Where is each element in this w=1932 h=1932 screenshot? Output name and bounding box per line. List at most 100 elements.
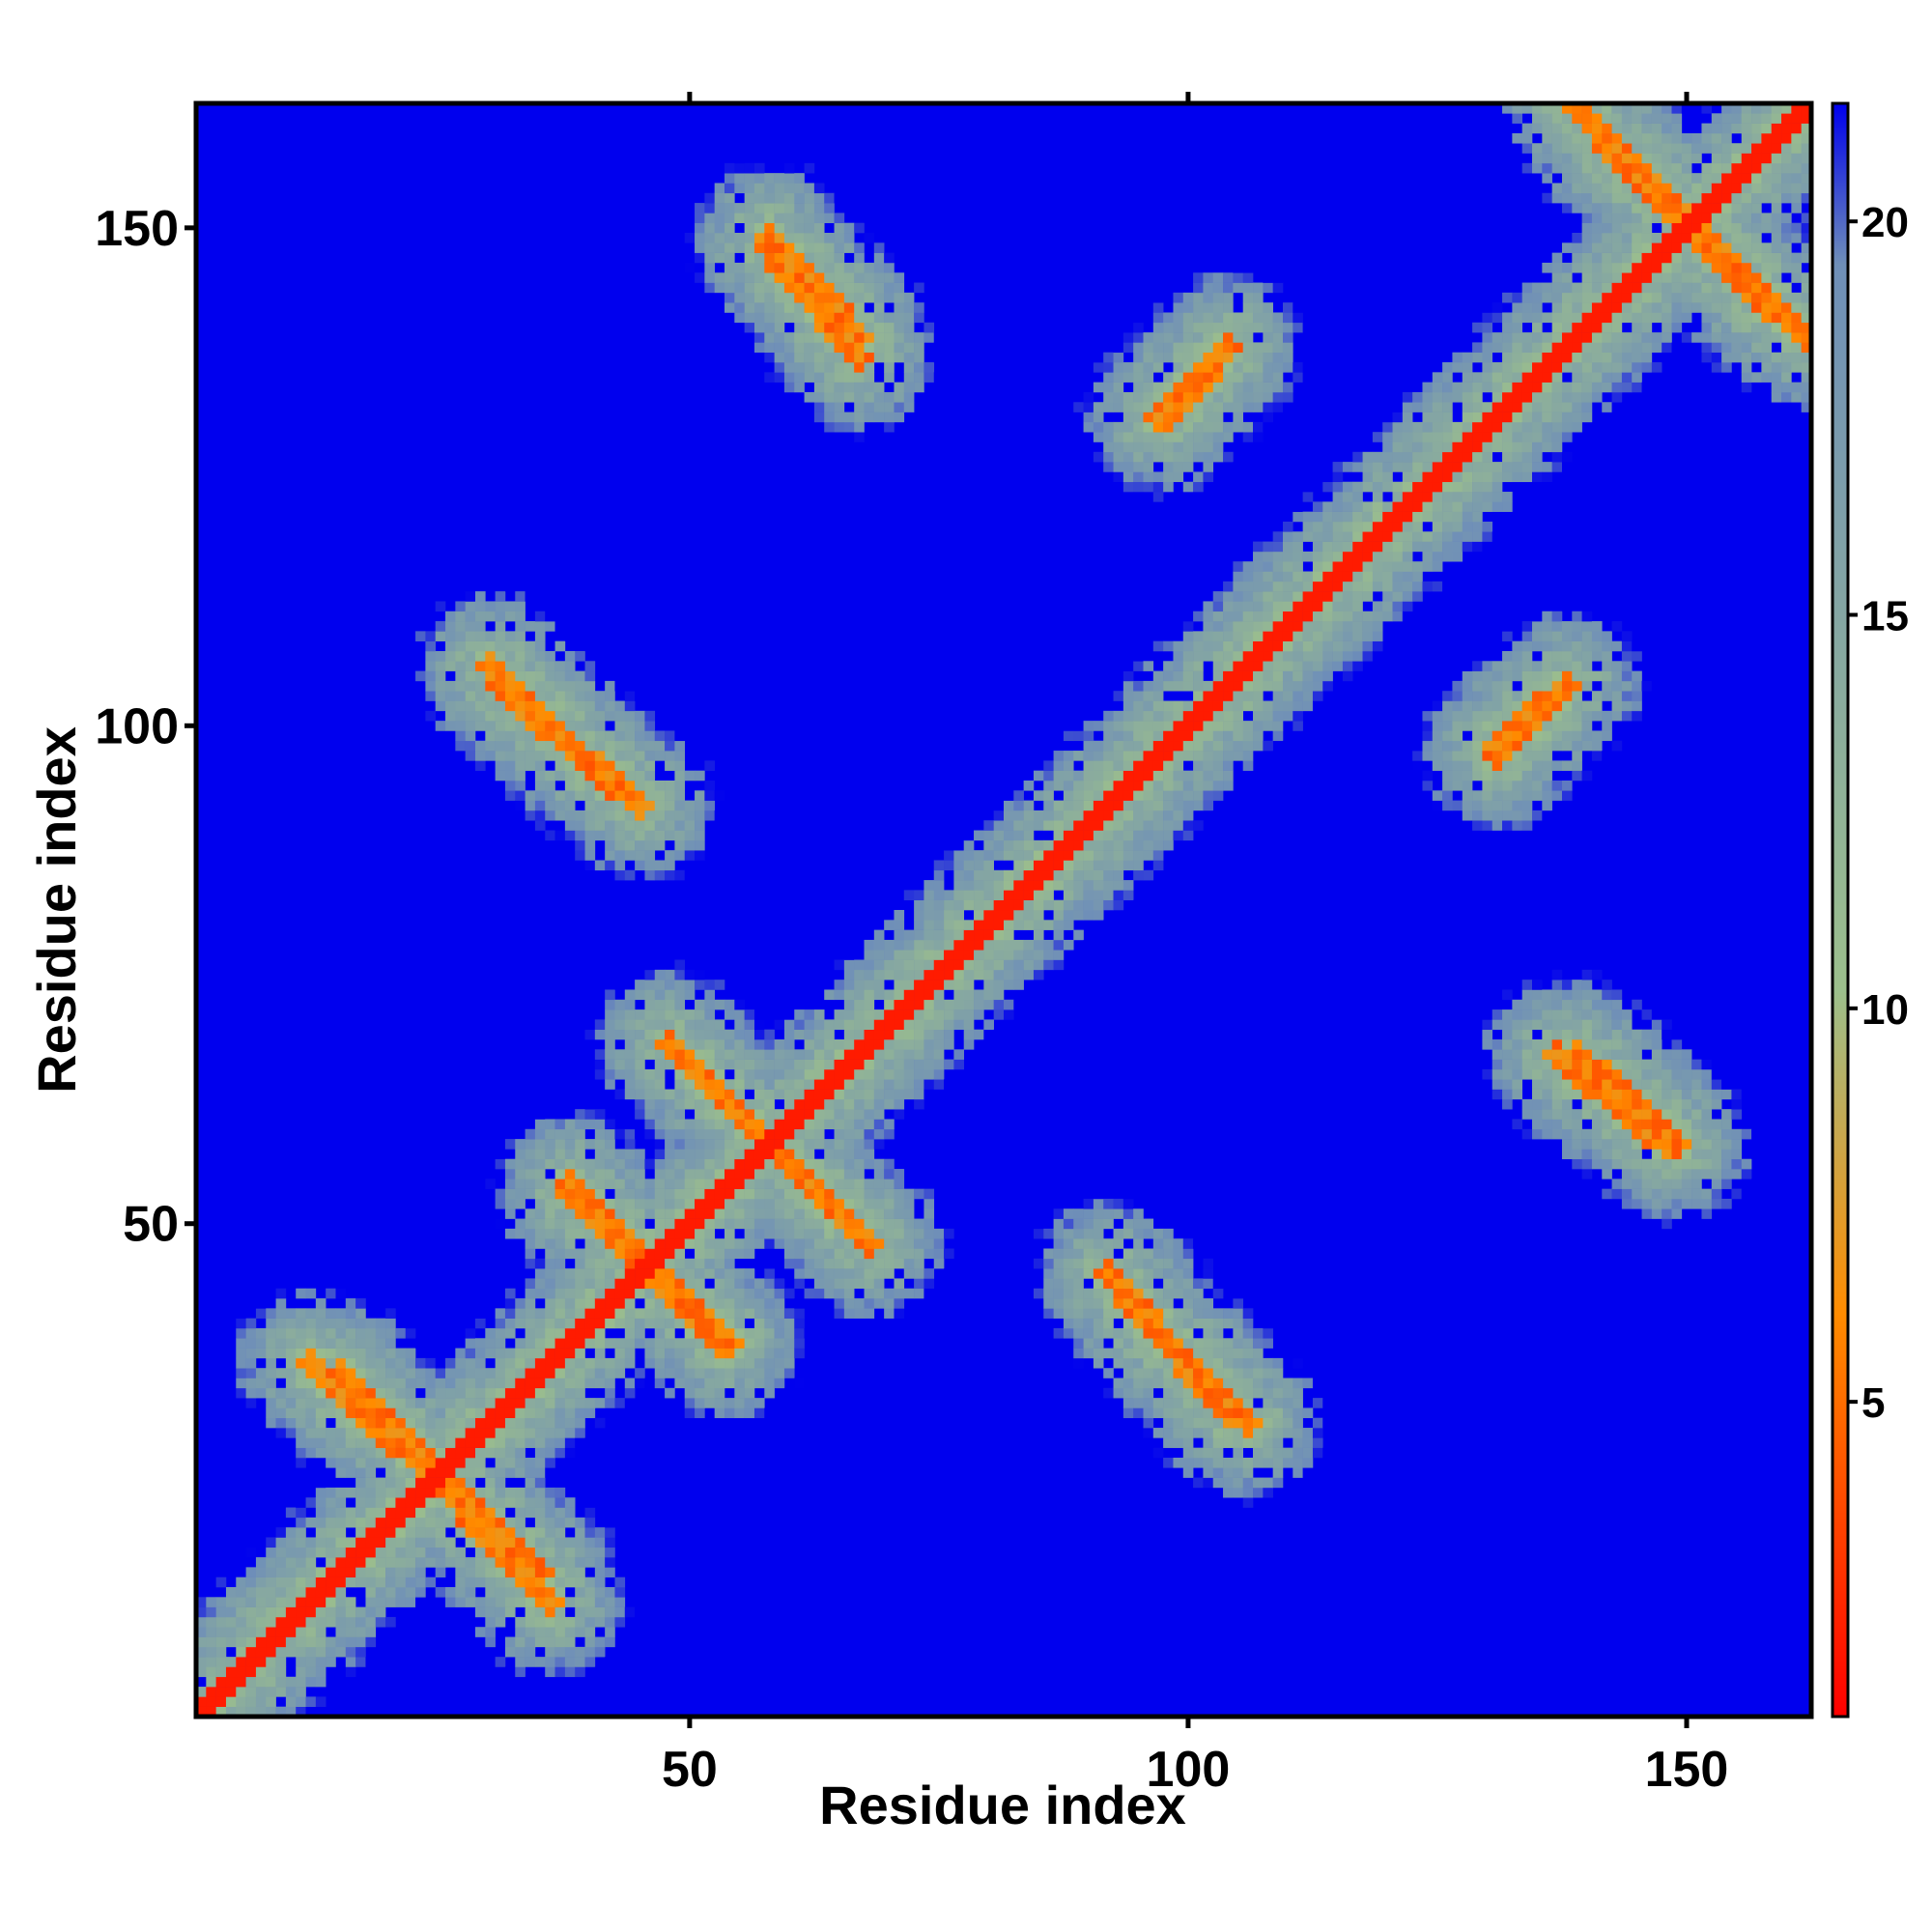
heatmap-cell	[1233, 721, 1243, 731]
heatmap-cell	[1083, 1238, 1094, 1249]
heatmap-cell	[365, 1616, 377, 1628]
heatmap-cell	[296, 1327, 306, 1339]
heatmap-cell	[864, 1298, 875, 1309]
heatmap-cell	[435, 1437, 446, 1448]
heatmap-cell	[236, 1597, 246, 1607]
heatmap-cell	[305, 1657, 317, 1667]
heatmap-cell	[1173, 362, 1184, 373]
heatmap-cell	[614, 1398, 626, 1408]
heatmap-cell	[614, 980, 626, 990]
heatmap-cell	[894, 412, 905, 423]
heatmap-cell	[1212, 780, 1224, 791]
heatmap-cell	[993, 939, 1005, 951]
heatmap-cell	[774, 1407, 785, 1419]
heatmap-cell	[1063, 432, 1074, 442]
heatmap-cell	[554, 1398, 566, 1408]
heatmap-cell	[365, 1517, 377, 1528]
heatmap-cell	[395, 1437, 407, 1448]
heatmap-cell	[1013, 969, 1024, 980]
heatmap-cell	[944, 1198, 954, 1209]
heatmap-cell	[545, 1278, 555, 1290]
heatmap-cell	[864, 342, 875, 354]
heatmap-cell	[236, 1338, 246, 1349]
heatmap-cell	[1253, 342, 1264, 354]
heatmap-cell	[665, 1368, 675, 1378]
heatmap-cell	[455, 1517, 466, 1528]
heatmap-cell	[504, 1139, 516, 1150]
heatmap-cell	[1113, 860, 1124, 871]
heatmap-cell	[495, 1318, 506, 1329]
heatmap-cell	[813, 282, 825, 294]
heatmap-cell	[734, 1348, 745, 1359]
heatmap-cell	[1182, 661, 1194, 671]
heatmap-cell	[1163, 1238, 1174, 1249]
heatmap-cell	[1223, 650, 1234, 662]
heatmap-cell	[1223, 621, 1234, 632]
heatmap-cell	[824, 332, 835, 343]
heatmap-cell	[983, 999, 994, 1010]
heatmap-cell	[824, 1158, 835, 1170]
heatmap-cell	[534, 1586, 546, 1598]
heatmap-cell	[575, 1188, 585, 1200]
heatmap-cell	[744, 162, 755, 174]
heatmap-cell	[554, 1387, 566, 1399]
heatmap-cell	[753, 1218, 765, 1230]
heatmap-cell	[564, 721, 576, 731]
heatmap-cell	[564, 1368, 576, 1378]
heatmap-cell	[1122, 412, 1134, 423]
heatmap-cell	[813, 372, 825, 383]
heatmap-cell	[305, 1636, 317, 1648]
heatmap-cell	[783, 1238, 795, 1249]
heatmap-cell	[734, 1378, 745, 1389]
heatmap-cell	[854, 1158, 865, 1170]
heatmap-cell	[1193, 1368, 1204, 1378]
heatmap-cell	[923, 950, 935, 960]
heatmap-cell	[465, 1517, 476, 1528]
heatmap-cell	[1122, 680, 1134, 692]
heatmap-cell	[1103, 760, 1114, 771]
heatmap-cell	[654, 1258, 666, 1269]
heatmap-cell	[724, 1318, 735, 1329]
heatmap-cell	[674, 1098, 686, 1110]
heatmap-cell	[375, 1348, 386, 1359]
heatmap-cell	[245, 1616, 257, 1628]
heatmap-cell	[753, 1049, 765, 1060]
heatmap-cell	[575, 850, 585, 861]
heatmap-cell	[215, 1627, 227, 1637]
heatmap-cell	[345, 1636, 356, 1648]
heatmap-cell	[515, 1577, 526, 1588]
heatmap-cell	[824, 1139, 835, 1150]
heatmap-cell	[1122, 751, 1134, 761]
heatmap-cell	[873, 342, 885, 354]
heatmap-cell	[894, 322, 905, 333]
heatmap-cell	[545, 1327, 555, 1339]
heatmap-cell	[1103, 1327, 1114, 1339]
heatmap-cell	[455, 1567, 466, 1577]
heatmap-cell	[385, 1547, 396, 1558]
heatmap-cell	[1143, 820, 1154, 831]
heatmap-cell	[515, 1636, 526, 1648]
heatmap-cell	[1173, 820, 1184, 831]
heatmap-cell	[515, 1517, 526, 1528]
heatmap-cell	[564, 1119, 576, 1130]
heatmap-cell	[1133, 462, 1144, 472]
heatmap-cell	[554, 1338, 566, 1349]
heatmap-cell	[644, 1009, 656, 1020]
heatmap-cell	[734, 1278, 745, 1290]
heatmap-cell	[864, 1268, 875, 1279]
heatmap-cell	[575, 1597, 585, 1607]
heatmap-cell	[813, 192, 825, 204]
heatmap-cell	[1242, 391, 1254, 403]
heatmap-cell	[296, 1577, 306, 1588]
heatmap-cell	[1203, 282, 1214, 294]
heatmap-cell	[1182, 1357, 1194, 1369]
heatmap-cell	[485, 1557, 496, 1568]
heatmap-cell	[365, 1537, 377, 1548]
heatmap-cell	[1122, 1208, 1134, 1219]
heatmap-cell	[764, 1228, 775, 1239]
heatmap-cell	[1152, 770, 1164, 781]
heatmap-cell	[534, 1387, 546, 1399]
heatmap-cell	[654, 830, 666, 841]
heatmap-cell	[914, 302, 924, 313]
